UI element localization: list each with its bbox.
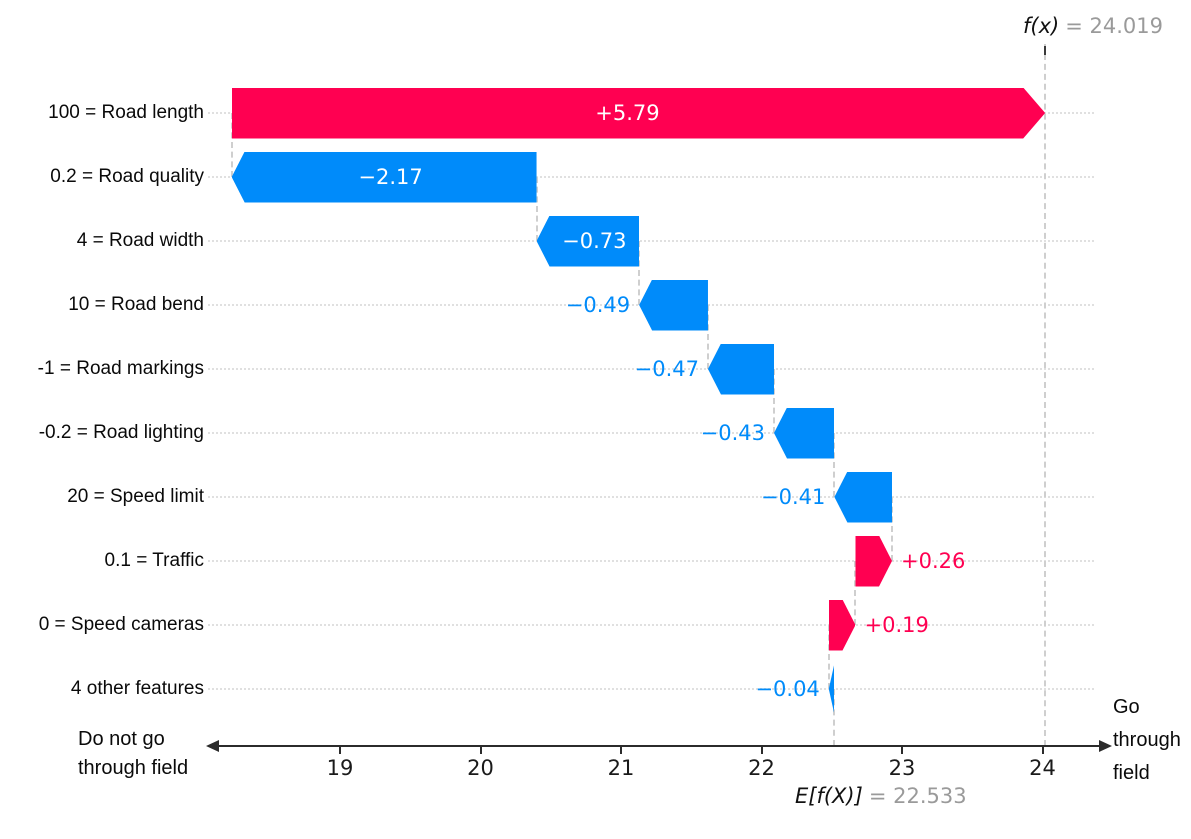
feature-label-1-road-markings: -1 = Road markings <box>37 358 204 379</box>
waterfall-connector-line <box>230 113 233 177</box>
waterfall-connector-line <box>854 561 857 625</box>
axis-direction-label-left-line: Do not go <box>78 728 165 750</box>
bar-0-2-road-quality <box>231 151 537 203</box>
feature-label-4-road-width: 4 = Road width <box>76 230 204 251</box>
bar-value-label: −0.47 <box>634 357 699 381</box>
fx-reference-line <box>1044 44 1047 746</box>
waterfall-connector-line <box>891 497 894 561</box>
x-axis-tick-label: 20 <box>467 756 494 780</box>
row-gridline <box>208 368 1094 370</box>
x-axis-tick <box>760 746 763 754</box>
x-axis-tick <box>901 746 903 754</box>
bar-value-label: +0.26 <box>901 549 966 573</box>
row-gridline <box>208 560 1094 562</box>
bar-0-2-road-lighting <box>774 407 835 459</box>
fx-symbol: f(x) <box>1023 14 1060 38</box>
waterfall-connector-line <box>535 177 538 241</box>
feature-label-0-speed-cameras: 0 = Speed cameras <box>38 614 204 635</box>
x-axis-tick-label: 23 <box>888 756 916 780</box>
x-axis-left-arrow-icon <box>206 740 219 752</box>
x-axis-right-arrow-icon <box>1099 740 1112 752</box>
axis-direction-label-left: Do not go through field <box>78 725 188 783</box>
x-axis-tick <box>479 746 482 754</box>
bar-10-road-bend <box>639 279 708 331</box>
x-axis-tick-label: 19 <box>326 756 354 780</box>
axis-direction-label-left-line: through field <box>78 757 189 779</box>
fx-value: = 24.019 <box>1065 14 1163 38</box>
feature-label-10-road-bend: 10 = Road bend <box>68 294 204 315</box>
waterfall-connector-line <box>706 305 709 369</box>
feature-label-20-speed-limit: 20 = Speed limit <box>67 486 204 507</box>
x-axis-tick <box>620 746 622 754</box>
waterfall-connector-line <box>827 625 830 689</box>
row-gridline <box>208 688 1094 690</box>
row-gridline <box>208 496 1094 498</box>
bar-value-label: −0.73 <box>562 229 627 253</box>
x-axis-tick-label: 21 <box>607 756 635 780</box>
expected-value-symbol: E[f(X)] <box>795 784 863 808</box>
row-gridline <box>208 240 1094 242</box>
feature-label-0-2-road-quality: 0.2 = Road quality <box>50 166 204 187</box>
bar-4-other-features <box>828 663 835 715</box>
x-axis-tick-label: 22 <box>748 756 775 780</box>
x-axis-tick <box>339 746 341 754</box>
waterfall-connector-line <box>833 433 836 497</box>
bar-value-label: −0.41 <box>761 485 826 509</box>
fx-annotation: f(x) = 24.019 <box>1023 14 1163 38</box>
expected-value-number: = 22.533 <box>868 784 967 808</box>
bar-value-label: +0.19 <box>864 613 929 637</box>
waterfall-connector-line <box>638 241 641 305</box>
waterfall-connector-line <box>773 369 775 433</box>
bar-value-label: +5.79 <box>595 101 660 125</box>
expected-value-annotation: E[f(X)] = 22.533 <box>795 784 967 808</box>
x-axis-line <box>218 745 1100 747</box>
bar-100-road-length <box>231 87 1046 139</box>
bar-value-label: −0.43 <box>700 421 765 445</box>
bar-20-speed-limit <box>834 471 892 523</box>
feature-label-100-road-length: 100 = Road length <box>48 102 204 123</box>
axis-direction-label-right-line: Go <box>1113 696 1140 718</box>
axis-direction-label-right: Go through field <box>1113 691 1181 790</box>
bar-value-label: −0.04 <box>755 677 820 701</box>
feature-label-0-1-traffic: 0.1 = Traffic <box>104 550 204 571</box>
feature-label-0-2-road-lighting: -0.2 = Road lighting <box>38 422 204 443</box>
x-axis-tick <box>1041 746 1044 754</box>
bar-0-speed-cameras <box>828 599 856 651</box>
x-axis-tick-label: 24 <box>1029 756 1056 780</box>
waterfall-connector-line <box>833 689 836 746</box>
row-gridline <box>208 432 1094 434</box>
bar-value-label: −2.17 <box>358 165 423 189</box>
bar-value-label: −0.49 <box>565 293 631 317</box>
axis-direction-label-right-line: field <box>1113 762 1150 784</box>
feature-label-4-other-features: 4 other features <box>70 678 204 699</box>
fx-reference-tick <box>1044 46 1047 55</box>
bar-4-road-width <box>536 215 640 267</box>
row-gridline <box>208 176 1094 178</box>
bar-0-1-traffic <box>855 535 892 587</box>
bar-1-road-markings <box>707 343 774 395</box>
axis-direction-label-right-line: through <box>1113 729 1181 751</box>
row-gridline <box>208 624 1094 626</box>
